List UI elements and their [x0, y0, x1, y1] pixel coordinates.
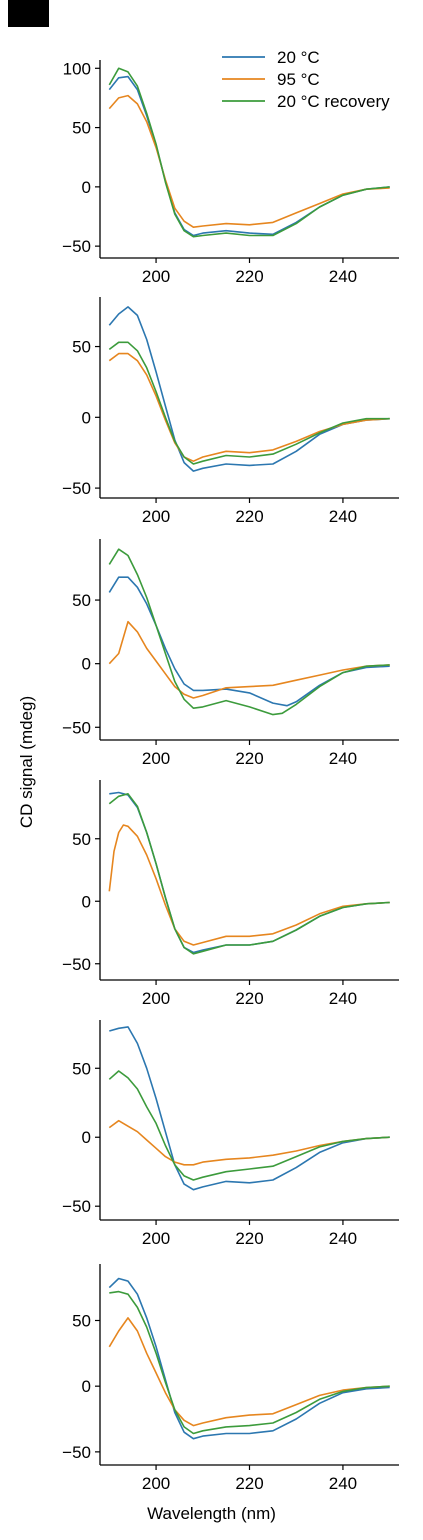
x-tick-label: 200 [142, 267, 170, 286]
x-tick-label: 220 [235, 1474, 263, 1493]
y-tick-label: 0 [82, 1128, 91, 1147]
y-tick-label: 0 [82, 892, 91, 911]
y-tick-label: 0 [82, 178, 91, 197]
x-tick-label: 240 [329, 1229, 357, 1248]
y-tick-label: −50 [62, 955, 91, 974]
legend: 20 °C 95 °C 20 °C recovery [222, 48, 390, 111]
legend-label: 95 °C [277, 70, 320, 89]
x-tick-label: 240 [329, 989, 357, 1008]
x-tick-label: 240 [329, 749, 357, 768]
y-tick-label: 50 [72, 830, 91, 849]
series-line-20-c-recovery [108, 341, 390, 465]
x-tick-label: 220 [235, 507, 263, 526]
x-tick-label: 240 [329, 1474, 357, 1493]
series-line-95-c [108, 94, 390, 228]
y-tick-label: 50 [72, 119, 91, 138]
x-tick-label: 220 [235, 1229, 263, 1248]
x-tick-label: 220 [235, 989, 263, 1008]
chart-panel-6: −50 0 50 200 220 240 [62, 1264, 399, 1493]
y-tick-label: −50 [62, 1197, 91, 1216]
series-line-95-c [108, 824, 390, 946]
y-tick-label: 100 [63, 59, 91, 78]
series-line-20-c-recovery [108, 548, 390, 716]
series-line-20-c-recovery [109, 1290, 390, 1435]
y-tick-label: −50 [62, 237, 91, 256]
x-tick-label: 200 [142, 1474, 170, 1493]
x-tick-label: 220 [235, 749, 263, 768]
y-tick-label: 50 [72, 591, 91, 610]
legend-label: 20 °C [277, 48, 320, 67]
y-tick-label: 0 [82, 408, 91, 427]
series-line-20-c [109, 1026, 390, 1191]
x-axis-label: Wavelength (nm) [147, 1504, 276, 1523]
y-tick-label: 50 [72, 338, 91, 357]
chart-panel-4: −50 0 50 200 220 240 [62, 780, 399, 1008]
series-line-20-c [108, 306, 390, 472]
x-tick-label: 200 [142, 749, 170, 768]
series-line-20-c-recovery [108, 67, 390, 238]
series-line-20-c-recovery [108, 792, 390, 955]
y-tick-label: 50 [72, 1059, 91, 1078]
series-line-20-c [109, 791, 390, 954]
x-tick-label: 240 [329, 267, 357, 286]
y-tick-label: −50 [62, 718, 91, 737]
legend-label: 20 °C recovery [277, 92, 390, 111]
x-tick-label: 240 [329, 507, 357, 526]
chart-panel-3: −50 0 50 200 220 240 [62, 539, 399, 768]
x-tick-label: 200 [142, 507, 170, 526]
x-tick-label: 200 [142, 989, 170, 1008]
x-tick-label: 200 [142, 1229, 170, 1248]
series-line-95-c [108, 620, 390, 699]
chart-panel-5: −50 0 50 200 220 240 [62, 1020, 399, 1248]
chart-panel-1: −50 0 50 100 200 220 240 [62, 59, 399, 286]
series-line-20-c [108, 576, 390, 707]
y-tick-label: 50 [72, 1311, 91, 1330]
series-line-95-c [108, 352, 390, 463]
y-tick-label: 0 [82, 655, 91, 674]
series-line-95-c [108, 1119, 390, 1166]
y-tick-label: −50 [62, 479, 91, 498]
series-line-20-c [108, 1277, 390, 1440]
x-tick-label: 220 [235, 267, 263, 286]
series-line-95-c [108, 1317, 390, 1427]
chart-panel-2: −50 0 50 200 220 240 [62, 297, 399, 526]
y-tick-label: 0 [82, 1377, 91, 1396]
y-tick-label: −50 [62, 1443, 91, 1462]
panel-letter-block [8, 0, 49, 27]
series-line-20-c-recovery [108, 1070, 390, 1181]
y-axis-label: CD signal (mdeg) [17, 695, 36, 829]
